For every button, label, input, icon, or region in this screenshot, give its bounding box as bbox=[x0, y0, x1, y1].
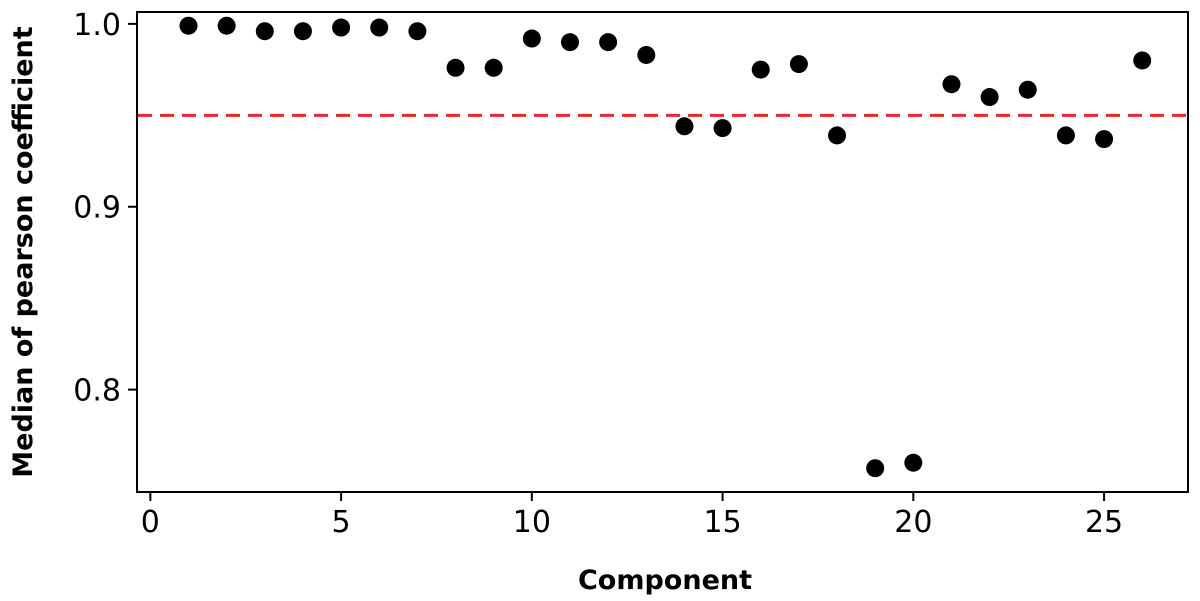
y-tick-label: 0.8 bbox=[73, 374, 121, 409]
data-point bbox=[255, 22, 274, 41]
x-axis-title: Component bbox=[578, 565, 752, 596]
x-tick-label: 5 bbox=[332, 505, 351, 540]
data-point bbox=[484, 58, 503, 77]
data-point bbox=[599, 33, 618, 52]
data-point bbox=[828, 126, 847, 145]
y-axis-title: Median of pearson coefficient bbox=[8, 26, 39, 477]
data-point bbox=[408, 22, 427, 41]
data-points bbox=[179, 16, 1152, 478]
data-point bbox=[713, 119, 732, 138]
data-point bbox=[866, 459, 885, 478]
x-tick-label: 20 bbox=[894, 505, 932, 540]
y-tick-label: 1.0 bbox=[73, 8, 121, 43]
data-point bbox=[1056, 126, 1075, 145]
data-point bbox=[751, 60, 770, 79]
data-point bbox=[179, 16, 198, 35]
data-point bbox=[980, 88, 999, 107]
data-point bbox=[675, 117, 694, 136]
data-point bbox=[942, 75, 961, 94]
data-point bbox=[637, 45, 656, 64]
data-point bbox=[1095, 130, 1114, 149]
y-tick-label: 0.9 bbox=[73, 191, 121, 226]
data-point bbox=[332, 18, 351, 37]
data-point bbox=[904, 453, 923, 472]
data-point bbox=[1018, 80, 1037, 99]
x-tick-label: 0 bbox=[141, 505, 160, 540]
plot-frame bbox=[136, 11, 1189, 493]
data-point bbox=[293, 22, 312, 41]
data-point bbox=[560, 33, 579, 52]
x-tick-label: 15 bbox=[703, 505, 741, 540]
data-point bbox=[1133, 51, 1152, 70]
x-tick-label: 25 bbox=[1085, 505, 1123, 540]
data-point bbox=[522, 29, 541, 48]
y-axis-ticks: 0.8 0.9 1.0 bbox=[73, 8, 137, 409]
data-point bbox=[217, 16, 236, 35]
data-point bbox=[370, 18, 389, 37]
x-tick-label: 10 bbox=[513, 505, 551, 540]
x-axis-ticks: 0 5 10 15 20 25 bbox=[141, 492, 1123, 540]
data-point bbox=[446, 58, 465, 77]
data-point bbox=[789, 55, 808, 74]
